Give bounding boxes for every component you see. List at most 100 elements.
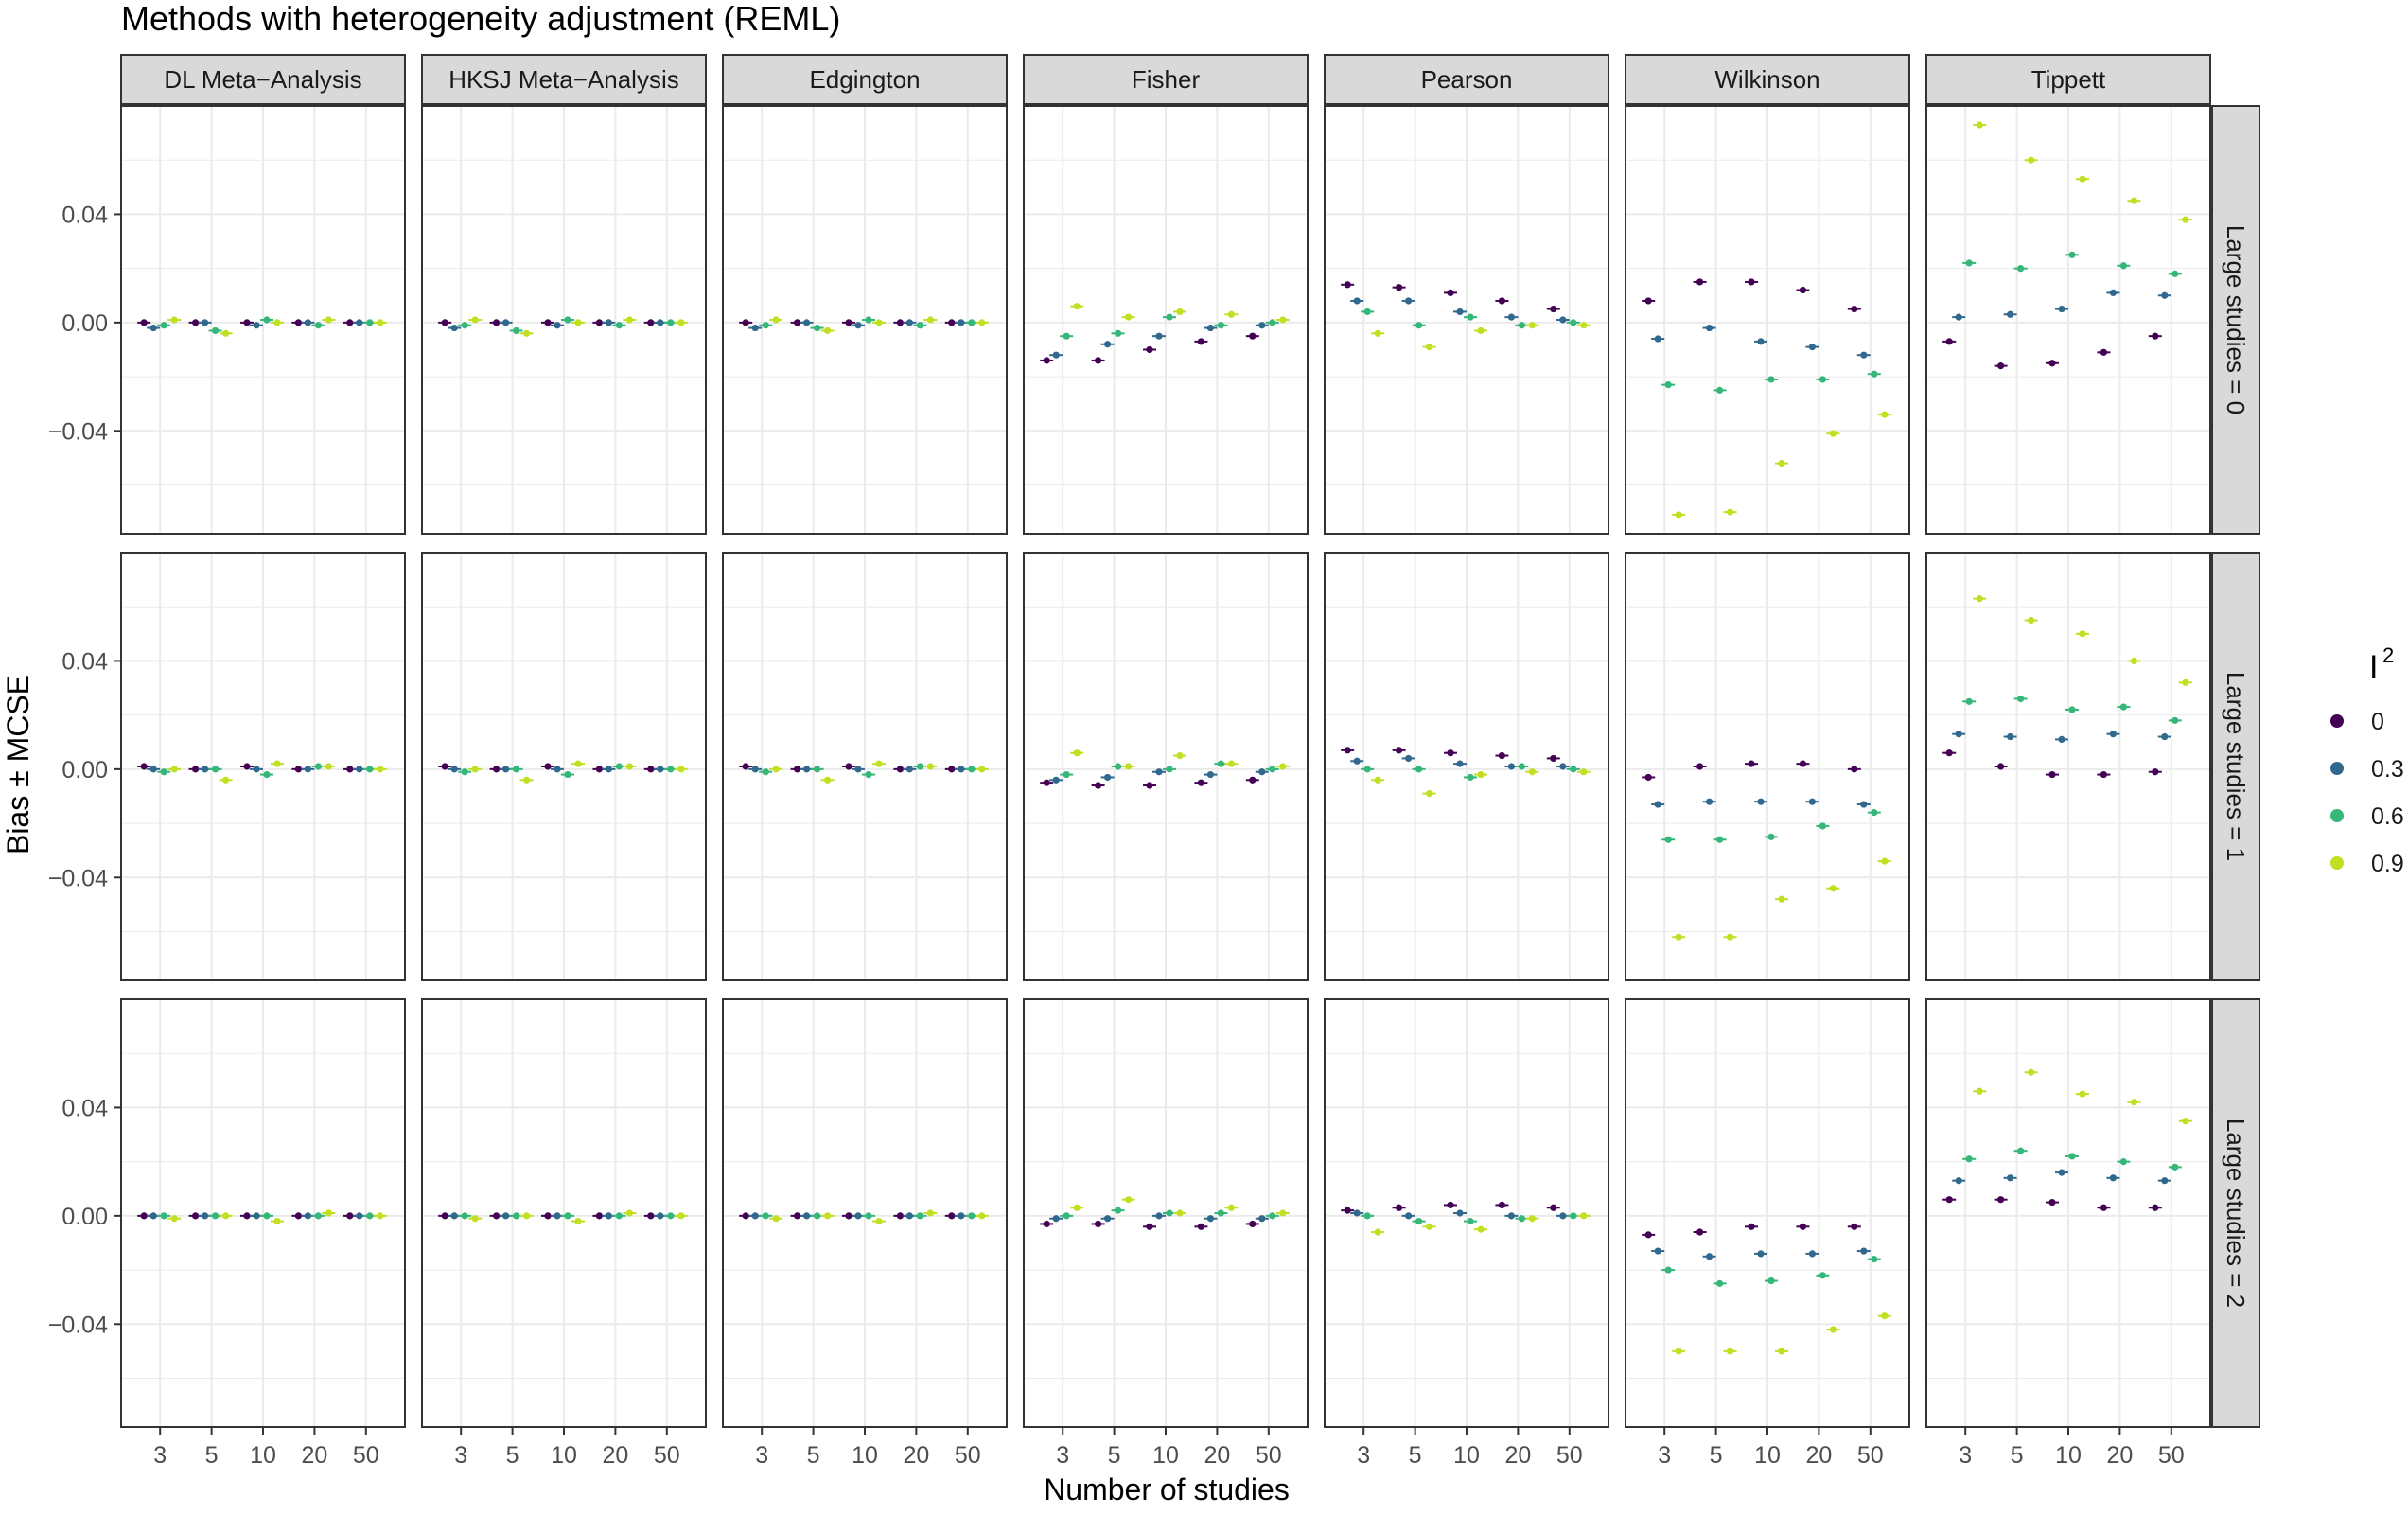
data-point [1115,1207,1122,1214]
data-point [595,766,604,773]
facet-strip-0 [120,54,406,105]
data-point [1405,297,1413,305]
y-tick-label: 0.04 [62,202,108,228]
panel-border [1023,105,1309,535]
data-point [1477,326,1485,335]
data-point [1426,344,1433,351]
data-point [814,324,821,332]
data-point [605,319,613,326]
data-point [1426,790,1433,798]
data-point [1353,297,1361,305]
data-point [1374,329,1381,337]
panel-r0-c4 [1324,105,1609,535]
data-point [1945,749,1953,757]
data-point [926,763,935,770]
y-tick-label: 0.04 [62,648,108,675]
panel-border [1625,105,1910,535]
data-point [1249,776,1257,784]
data-point [1819,822,1826,830]
data-point [1258,322,1266,329]
data-point [202,319,209,326]
panel-r2-c1 [421,998,707,1428]
data-point [803,1212,811,1220]
data-point [1176,751,1184,760]
data-point [1675,1348,1682,1355]
data-point [1860,1247,1868,1255]
data-point [493,766,501,773]
data-point [1976,595,1983,603]
data-point [273,319,281,326]
x-tick-label: 10 [1152,1442,1179,1469]
data-point [170,1215,178,1223]
data-point [647,319,655,326]
panel-border [1625,552,1910,981]
legend-title: I [2369,649,2378,685]
data-point [657,319,664,326]
data-point [1344,1207,1351,1214]
data-point [253,766,260,773]
legend-key [2330,714,2344,728]
data-point [647,766,655,773]
x-tick-label: 50 [1556,1442,1583,1469]
panel-r2-c2 [722,998,1008,1428]
panel-r1-c1 [421,552,707,981]
panel-r1-c3 [1023,552,1309,981]
legend-label: 0.3 [2371,756,2404,783]
data-point [1727,1348,1734,1355]
data-point [824,326,832,335]
data-point [212,1212,220,1220]
data-point [896,319,905,326]
data-point [1559,763,1567,770]
row-strip-label: Large studies = 2 [2222,1119,2250,1308]
x-tick-label: 3 [153,1442,167,1469]
data-point [2068,251,2076,258]
data-point [1696,763,1704,770]
data-point [1757,798,1765,805]
data-point [896,766,905,773]
data-point [968,1212,976,1220]
data-point [2028,616,2035,625]
data-point [263,770,271,779]
data-point [1155,1212,1163,1220]
data-point [564,1212,571,1220]
data-point [854,322,862,329]
data-point [263,316,271,324]
data-point [968,766,976,773]
data-point [1819,1272,1826,1279]
data-point [2079,175,2086,183]
panel-border [421,105,707,535]
data-point [948,766,956,773]
data-point [441,319,448,326]
data-point [2161,1177,2169,1185]
data-point [2109,731,2117,738]
data-point [1955,731,1962,738]
data-point [1456,308,1464,316]
data-point [875,319,883,326]
data-point [1664,836,1672,843]
data-point [1104,1215,1112,1223]
data-point [1976,121,1983,129]
data-point [441,763,448,770]
panel-r1-c5 [1625,552,1910,981]
data-point [2028,1068,2035,1076]
data-point [1559,316,1567,324]
data-point [1871,809,1878,817]
data-point [1871,1256,1878,1263]
data-point [1757,338,1765,345]
y-tick-label: −0.04 [48,865,108,891]
data-point [273,1217,281,1225]
data-point [461,768,468,776]
data-point [803,766,811,773]
data-point [958,766,965,773]
data-point [865,1212,872,1220]
data-point [845,319,852,326]
data-point [1166,766,1173,773]
legend-label: 0 [2371,709,2384,735]
data-point [1217,1209,1224,1217]
data-point [865,770,872,779]
data-point [772,316,780,324]
data-point [461,1212,468,1220]
data-point [605,766,613,773]
data-point [149,1212,157,1220]
data-point [273,760,281,767]
